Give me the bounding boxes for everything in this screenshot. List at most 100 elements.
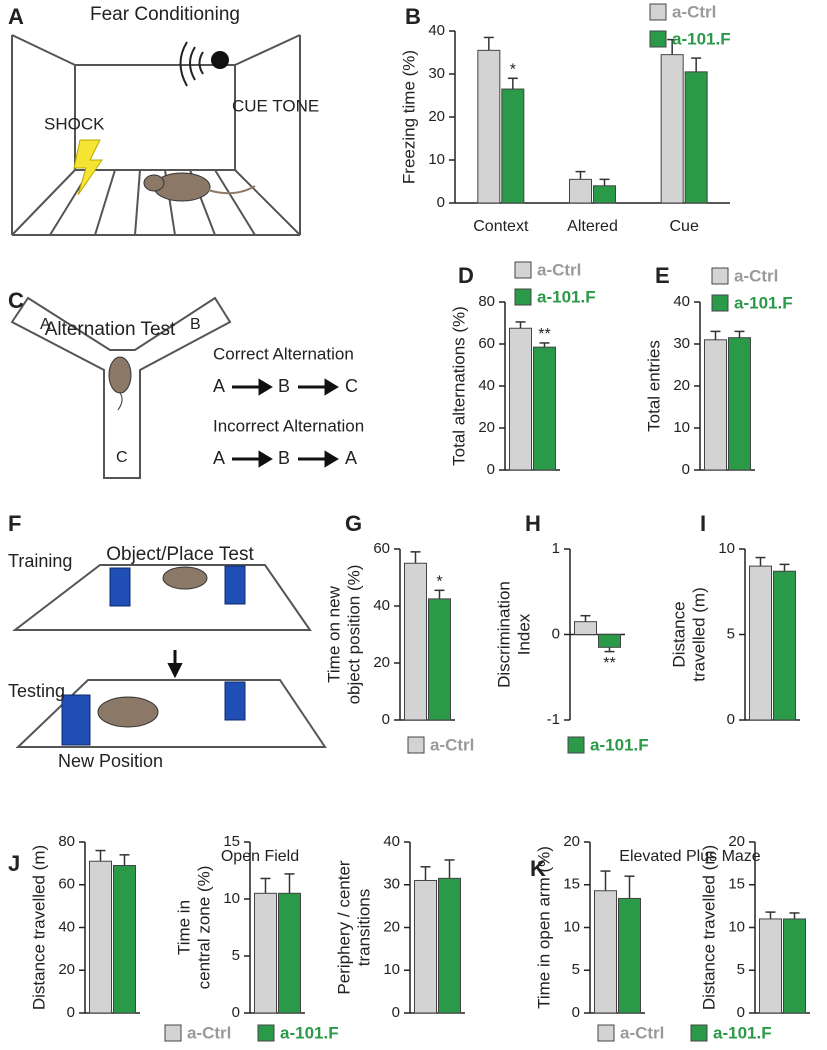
y-tick-label: 30 — [428, 65, 445, 82]
legend-label: a-Ctrl — [187, 1023, 231, 1042]
legend-swatch — [407, 736, 425, 754]
y-tick-label: 40 — [383, 833, 400, 850]
significance-label: ** — [538, 326, 550, 343]
y-tick-label: 15 — [223, 833, 240, 850]
bar — [533, 346, 556, 471]
legend-swatch — [649, 30, 667, 48]
y-tick-label: 40 — [428, 22, 445, 39]
diagram-title: Fear Conditioning — [90, 4, 240, 25]
bar — [783, 918, 806, 1014]
bar — [438, 877, 461, 1014]
bar — [574, 621, 597, 635]
legend-swatch — [514, 288, 532, 306]
sequence-item: A — [345, 448, 357, 468]
bar — [618, 897, 641, 1014]
arm-label: C — [116, 449, 128, 466]
significance-label: * — [436, 574, 442, 591]
y-axis-label: Distance — [669, 601, 688, 667]
y-tick-label: 5 — [572, 961, 580, 978]
y-tick-label: 80 — [58, 833, 75, 850]
y-tick-label: 40 — [673, 293, 690, 310]
x-tick-label: Cue — [669, 218, 698, 235]
y-tick-label: 0 — [552, 625, 560, 642]
arm-label: B — [190, 316, 201, 333]
bar — [278, 892, 301, 1014]
y-axis-label: object position (%) — [344, 565, 363, 705]
y-tick-label: 10 — [718, 540, 735, 557]
y-tick-label: 1 — [552, 540, 560, 557]
y-tick-label: 5 — [232, 947, 240, 964]
y-tick-label: 10 — [223, 890, 240, 907]
y-tick-label: 10 — [728, 918, 745, 935]
legend-label: a-101.F — [672, 29, 731, 48]
panel-letter: E — [655, 263, 670, 288]
y-axis-label: travelled (m) — [689, 587, 708, 681]
bar — [593, 185, 616, 204]
bar — [113, 865, 136, 1014]
y-tick-label: 30 — [383, 876, 400, 893]
diagram-title: Alternation Test — [45, 319, 176, 340]
y-axis-label: Index — [514, 613, 533, 655]
y-tick-label: 60 — [478, 335, 495, 352]
diagram-title: Object/Place Test — [106, 544, 254, 565]
y-tick-label: 40 — [373, 597, 390, 614]
y-tick-label: 10 — [563, 918, 580, 935]
y-tick-label: 40 — [478, 377, 495, 394]
y-axis-label: Time in open arm (%) — [534, 846, 553, 1009]
bar — [660, 54, 684, 204]
bar — [428, 598, 451, 721]
y-tick-label: 20 — [58, 961, 75, 978]
legend-swatch — [514, 261, 532, 279]
panel-letter: D — [458, 263, 474, 288]
panel-letter: F — [8, 511, 21, 536]
y-tick-label: -1 — [547, 711, 560, 728]
y-axis-label: Distance travelled (m) — [699, 845, 718, 1010]
legend-swatch — [711, 267, 729, 285]
bar — [728, 337, 751, 471]
legend-label: a-101.F — [537, 287, 596, 306]
y-axis-label: Time on new — [324, 585, 343, 682]
ymaze-diagram — [10, 296, 232, 479]
panel-letter: J — [8, 851, 20, 876]
y-tick-label: 0 — [682, 461, 690, 478]
significance-label: ** — [603, 655, 615, 672]
panel-letter: G — [345, 511, 362, 536]
legend-swatch — [164, 1024, 182, 1042]
panel-letter: A — [8, 4, 24, 29]
legend-label: a-Ctrl — [620, 1023, 664, 1042]
fear-diagram — [11, 34, 301, 236]
bar — [569, 178, 592, 204]
y-axis-label: transitions — [354, 889, 373, 966]
panel-letter: K — [530, 856, 546, 881]
bar — [254, 892, 277, 1014]
legend-label: a-Ctrl — [672, 2, 716, 21]
y-tick-label: 5 — [737, 961, 745, 978]
arm-label: A — [40, 316, 51, 333]
legend-swatch — [257, 1024, 275, 1042]
legend-swatch — [711, 294, 729, 312]
y-tick-label: 20 — [478, 419, 495, 436]
panel-letter: B — [405, 4, 421, 29]
x-tick-label: Altered — [567, 218, 618, 235]
bar — [414, 879, 437, 1014]
y-tick-label: 0 — [737, 1004, 745, 1021]
y-tick-label: 0 — [382, 711, 390, 728]
y-tick-label: 0 — [437, 194, 445, 211]
y-tick-label: 15 — [563, 876, 580, 893]
y-axis-label: Freezing time (%) — [399, 50, 418, 184]
panel-letter: I — [700, 511, 706, 536]
legend-swatch — [597, 1024, 615, 1042]
legend-swatch — [690, 1024, 708, 1042]
diagram-label: CUE TONE — [232, 96, 319, 115]
y-tick-label: 0 — [727, 711, 735, 728]
y-tick-label: 5 — [727, 625, 735, 642]
y-tick-label: 20 — [373, 654, 390, 671]
legend-label: a-101.F — [280, 1023, 339, 1042]
y-tick-label: 30 — [673, 335, 690, 352]
bar — [749, 565, 772, 721]
y-tick-label: 80 — [478, 293, 495, 310]
y-tick-label: 40 — [58, 918, 75, 935]
y-axis-label: Total entries — [644, 340, 663, 432]
